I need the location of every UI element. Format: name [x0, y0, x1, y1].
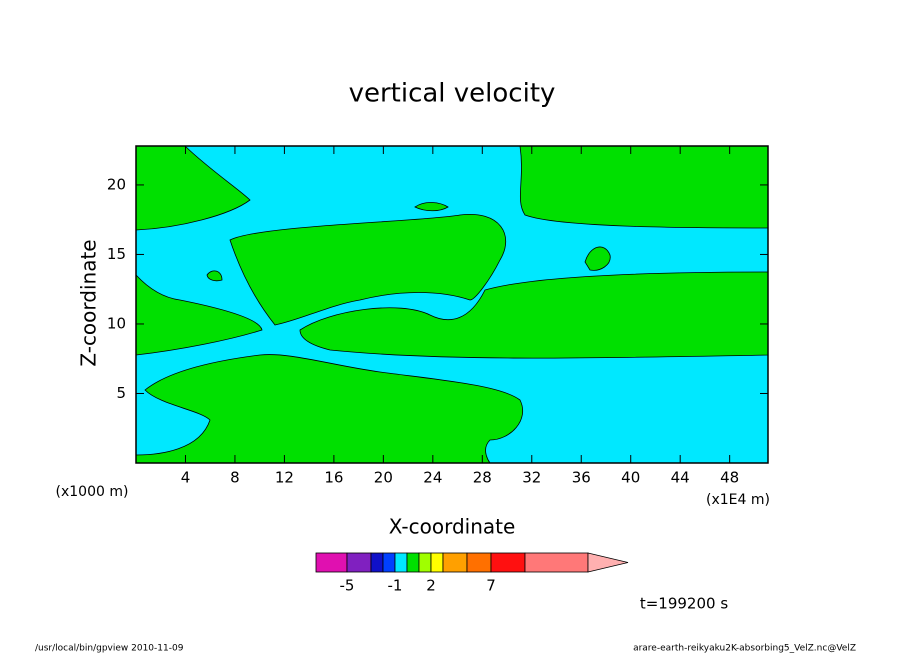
- chart-title: vertical velocity: [349, 79, 556, 109]
- colorbar-box: [524, 552, 589, 573]
- x-tick-label: 4: [181, 469, 191, 487]
- colorbar-box: [418, 552, 432, 573]
- colorbar-box: [346, 552, 372, 573]
- colorbar-box: [370, 552, 384, 573]
- colorbar-box: [442, 552, 468, 573]
- contour-region: [299, 271, 769, 359]
- y-tick-label: 15: [107, 245, 126, 263]
- contour-field: [135, 145, 769, 464]
- x-tick-label: 28: [473, 469, 492, 487]
- x-axis-title: X-coordinate: [389, 515, 516, 539]
- x-tick-label: 8: [230, 469, 240, 487]
- contour-region: [135, 354, 523, 464]
- y-axis-title: Z-coordinate: [77, 239, 101, 366]
- x-tick-label: 44: [671, 469, 690, 487]
- colorbar-box: [430, 552, 444, 573]
- colorbar-tick-label: 2: [426, 577, 436, 595]
- y-tick-label: 20: [107, 175, 126, 193]
- colorbar-box: [406, 552, 420, 573]
- contour-region: [206, 270, 223, 282]
- colorbar-box: [394, 552, 408, 573]
- x-tick-label: 16: [324, 469, 343, 487]
- colorbar-extend: [587, 552, 629, 573]
- x-tick-label: 36: [572, 469, 591, 487]
- x-tick-label: 20: [374, 469, 393, 487]
- colorbar-tick-label: 7: [486, 577, 496, 595]
- colorbar-box: [315, 552, 348, 573]
- x-tick-label: 40: [621, 469, 640, 487]
- x-tick-label: 24: [423, 469, 442, 487]
- y-tick-label: 5: [116, 384, 126, 402]
- contour-region: [229, 213, 506, 326]
- y-tick-label: 10: [107, 314, 126, 332]
- plot-frame: [135, 145, 769, 464]
- contour-region: [414, 202, 449, 212]
- x-tick-label: 12: [275, 469, 294, 487]
- colorbar-box: [466, 552, 492, 573]
- contour-region: [135, 145, 251, 231]
- contour-region: [135, 273, 263, 356]
- time-label: t=199200 s: [640, 595, 728, 613]
- colorbar-box: [382, 552, 396, 573]
- x-tick-label: 32: [522, 469, 541, 487]
- footer-left: /usr/local/bin/gpview 2010-11-09: [35, 644, 184, 654]
- x-tick-label: 48: [720, 469, 739, 487]
- x-axis-unit: (x1E4 m): [706, 492, 770, 508]
- colorbar-tick-label: -1: [388, 577, 403, 595]
- colorbar-tick-label: -5: [340, 577, 355, 595]
- contour-region: [584, 246, 611, 271]
- colorbar-box: [490, 552, 526, 573]
- footer-right: arare-earth-reikyaku2K-absorbing5_VelZ.n…: [633, 644, 856, 654]
- contour-region: [519, 145, 769, 229]
- y-axis-unit: (x1000 m): [56, 484, 129, 500]
